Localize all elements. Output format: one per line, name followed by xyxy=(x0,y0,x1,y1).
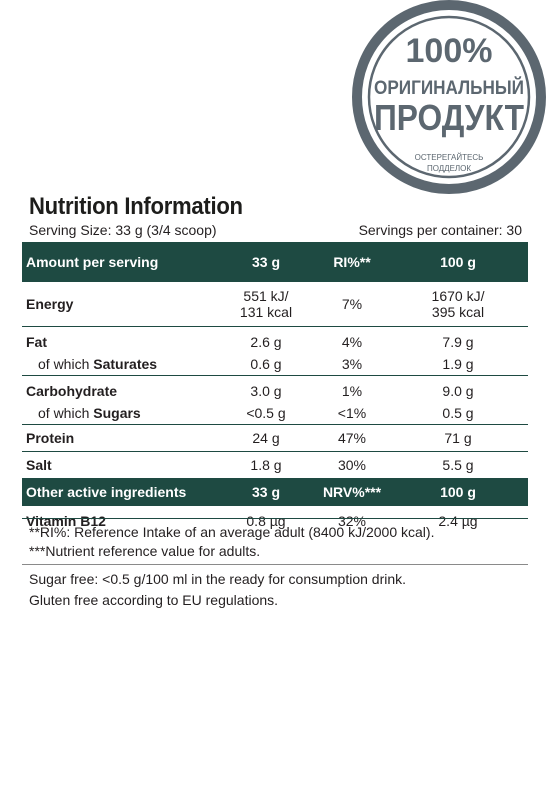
carb-ri: 1% xyxy=(341,383,363,399)
stamp-line2: ПРОДУКТ xyxy=(374,97,524,138)
table-row-fat: Fat 2.6 g 4% 7.9 g xyxy=(22,327,528,354)
stamp-line3: ОСТЕРЕГАЙТЕСЬ xyxy=(415,153,484,162)
b12-serving: 0.8 µg xyxy=(246,513,286,529)
header-ri: RI%** xyxy=(316,242,388,282)
stamp-line4: ПОДДЕЛОК xyxy=(427,164,471,173)
b12-100g: 2.4 µg xyxy=(438,513,478,529)
sugars-100g: 0.5 g xyxy=(388,402,528,425)
saturates-serving: 0.6 g xyxy=(216,353,316,376)
stamp-percent: 100% xyxy=(406,32,493,70)
salt-ri: 30% xyxy=(337,457,367,473)
protein-serving: 24 g xyxy=(216,424,316,452)
sugars-prefix: of which xyxy=(38,405,94,421)
divider xyxy=(22,518,528,519)
fat-serving: 2.6 g xyxy=(250,334,282,350)
saturates-ri: 3% xyxy=(316,353,388,376)
table-row-saturates: of which Saturates 0.6 g 3% 1.9 g xyxy=(22,353,528,376)
footnote-ri: **RI%: Reference Intake of an average ad… xyxy=(29,524,435,540)
header2-serving: 33 g xyxy=(216,478,316,506)
header2-100g: 100 g xyxy=(388,478,528,506)
note-gluten-free: Gluten free according to EU regulations. xyxy=(29,592,279,608)
salt-label: Salt xyxy=(26,457,52,473)
sugars-serving: <0.5 g xyxy=(216,402,316,425)
energy-100g: 1670 kJ/ 395 kcal xyxy=(388,282,528,327)
header-100g: 100 g xyxy=(388,242,528,282)
energy-kj-100g: 1670 kJ/ xyxy=(431,288,485,304)
sugars-label: of which Sugars xyxy=(22,402,216,425)
header-serving: 33 g xyxy=(216,242,316,282)
carb-label: Carbohydrate xyxy=(26,383,118,399)
saturates-label: of which Saturates xyxy=(22,353,216,376)
table-row-sugars: of which Sugars <0.5 g <1% 0.5 g xyxy=(22,402,528,425)
energy-kcal-100g: 395 kcal xyxy=(431,304,485,320)
energy-serving: 551 kJ/ 131 kcal xyxy=(216,282,316,327)
serving-size: Serving Size: 33 g (3/4 scoop) xyxy=(29,222,217,238)
footnote-nrv: ***Nutrient reference value for adults. xyxy=(29,543,261,559)
header2-ingredients: Other active ingredients xyxy=(22,478,216,506)
energy-ri: 7% xyxy=(316,282,388,327)
page-title: Nutrition Information xyxy=(29,193,243,220)
saturates-prefix: of which xyxy=(38,356,94,372)
fat-ri: 4% xyxy=(341,334,363,350)
servings-per-container: Servings per container: 30 xyxy=(358,222,522,238)
energy-kcal: 131 kcal xyxy=(239,304,293,320)
saturates-name: Saturates xyxy=(93,356,158,372)
carb-serving: 3.0 g xyxy=(250,383,282,399)
protein-label: Protein xyxy=(22,424,216,452)
fat-100g: 7.9 g xyxy=(442,334,474,350)
table-row-vitamin-b12: Vitamin B12 0.8 µg 32% 2.4 µg xyxy=(22,506,528,536)
table-row-energy: Energy 551 kJ/ 131 kcal 7% 1670 kJ/ 395 … xyxy=(22,282,528,327)
divider xyxy=(22,564,528,565)
table-row-carbohydrate: Carbohydrate 3.0 g 1% 9.0 g xyxy=(22,376,528,403)
header-amount: Amount per serving xyxy=(22,242,216,282)
salt-100g: 5.5 g xyxy=(442,457,474,473)
saturates-100g: 1.9 g xyxy=(388,353,528,376)
salt-serving: 1.8 g xyxy=(250,457,282,473)
table-header: Amount per serving 33 g RI%** 100 g xyxy=(22,242,528,282)
table-row-protein: Protein 24 g 47% 71 g xyxy=(22,424,528,452)
stamp-line1: ОРИГИНАЛЬНЫЙ xyxy=(374,77,524,99)
sugars-name: Sugars xyxy=(93,405,141,421)
sugars-ri: <1% xyxy=(316,402,388,425)
energy-label: Energy xyxy=(22,282,216,327)
protein-ri: 47% xyxy=(316,424,388,452)
protein-100g: 71 g xyxy=(388,424,528,452)
table-header-active: Other active ingredients 33 g NRV%*** 10… xyxy=(22,478,528,506)
table-row-salt: Salt 1.8 g 30% 5.5 g xyxy=(22,452,528,479)
nutrition-table: Amount per serving 33 g RI%** 100 g Ener… xyxy=(22,242,528,536)
header2-nrv: NRV%*** xyxy=(316,478,388,506)
note-sugar-free: Sugar free: <0.5 g/100 ml in the ready f… xyxy=(29,571,407,587)
carb-100g: 9.0 g xyxy=(442,383,474,399)
original-product-stamp: 100% ОРИГИНАЛЬНЫЙ ПРОДУКТ ОСТЕРЕГАЙТЕСЬ … xyxy=(352,0,546,194)
fat-label: Fat xyxy=(26,334,47,350)
b12-label: Vitamin B12 xyxy=(26,513,106,529)
b12-nrv: 32% xyxy=(337,513,367,529)
energy-kj: 551 kJ/ xyxy=(243,288,289,304)
